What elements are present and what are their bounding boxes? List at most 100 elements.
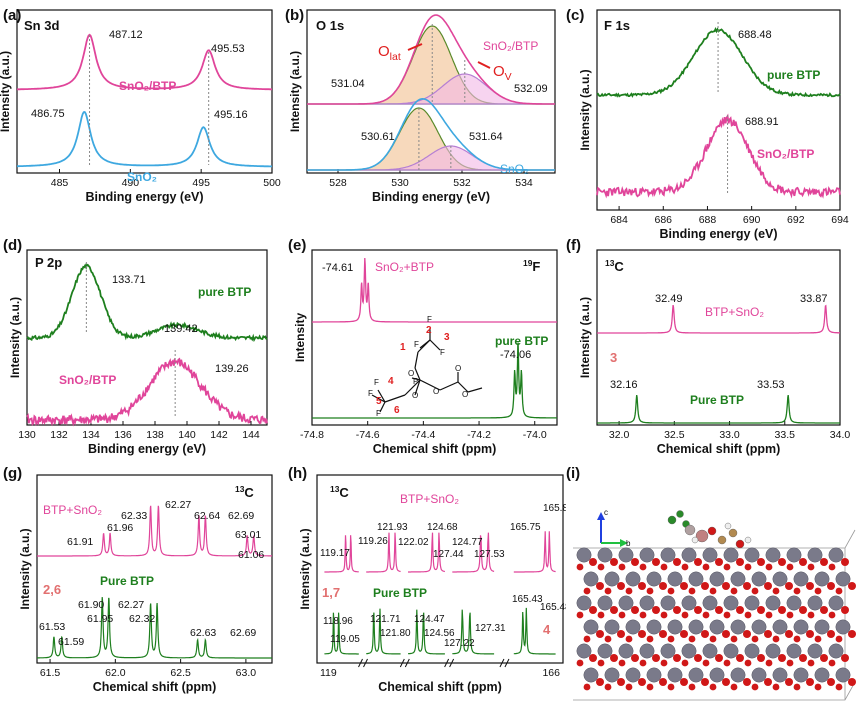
- oxygen-atom: [702, 611, 710, 619]
- oxygen-atom: [757, 558, 765, 566]
- oxygen-atom: [680, 630, 688, 638]
- tin-atom: [702, 547, 718, 563]
- tin-atom: [681, 547, 697, 563]
- oxygen-atom: [744, 611, 752, 619]
- oxygen-atom: [723, 563, 731, 571]
- peak-label: 124.68: [427, 522, 458, 533]
- tin-atom: [604, 667, 620, 683]
- panel-title-sup: 13: [235, 484, 245, 494]
- oxygen-atom: [673, 558, 681, 566]
- tin-atom: [576, 643, 592, 659]
- peak-label: 61.06: [238, 549, 264, 561]
- x-tick-label-b: 532: [453, 177, 471, 189]
- oxygen-atom: [597, 611, 605, 619]
- series-line-pure-btp: [597, 394, 840, 424]
- oxygen-atom: [793, 635, 801, 643]
- peak-label: 165.75: [510, 522, 541, 533]
- panel-label: (a): [3, 7, 21, 24]
- oxygen-atom: [835, 683, 843, 691]
- panel-label: (f): [566, 237, 581, 254]
- x-tick-label-b: 534: [515, 177, 533, 189]
- carbon-index: 2,6: [43, 582, 61, 597]
- tin-atom: [646, 667, 662, 683]
- oxygen-atom: [764, 630, 772, 638]
- oxygen-atom: [778, 654, 786, 662]
- x-tick-label-h: 166: [542, 667, 560, 679]
- panel-label: (h): [288, 465, 307, 482]
- oxygen-atom: [730, 683, 738, 691]
- x-tick-label-h: 119: [320, 667, 337, 679]
- tin-atom: [667, 619, 683, 635]
- tin-atom: [814, 571, 830, 587]
- oxygen-atom: [681, 659, 689, 667]
- peak-label: 61.95: [87, 613, 113, 625]
- tin-atom: [723, 547, 739, 563]
- peak-label: 165.48: [540, 602, 571, 613]
- y-axis-title-e: Intensity: [293, 313, 307, 363]
- x-axis-title-h: Chemical shift (ppm): [378, 680, 502, 694]
- tin-atom: [793, 667, 809, 683]
- tin-atom: [646, 571, 662, 587]
- bond: [419, 339, 431, 349]
- peak-label: 486.75: [31, 108, 65, 120]
- arrow-head-icon: [620, 539, 628, 547]
- oxygen-atom: [757, 606, 765, 614]
- panel-b: 528 530 532 534 Binding energy (eV) Intensity…: [285, 7, 556, 204]
- bond: [414, 379, 421, 396]
- axis-label-b: b: [626, 539, 631, 548]
- oxygen-atom: [841, 558, 849, 566]
- y-axis-title-f: Intensity (a.u.): [578, 297, 592, 378]
- peak-label: 62.69: [228, 510, 254, 522]
- oxygen-atom: [730, 635, 738, 643]
- tin-atom: [660, 595, 676, 611]
- atom-symbol: F: [440, 348, 445, 357]
- peak-label: 530.61: [361, 131, 395, 143]
- y-axis-title-g: Intensity (a.u.): [18, 528, 32, 609]
- bond: [411, 377, 421, 381]
- oxygen-atom: [688, 635, 696, 643]
- panel-title-main: C: [244, 485, 254, 500]
- molecule-atom: [707, 526, 717, 536]
- series-label: BTP+SnO₂: [705, 305, 764, 319]
- oxygen-atom: [765, 563, 773, 571]
- series-label: pure BTP: [767, 68, 820, 82]
- axis-break-mark: [499, 658, 510, 668]
- peak-label: 124.56: [424, 628, 455, 639]
- oxygen-atom: [799, 558, 807, 566]
- x-tick-label-e: -74.0: [523, 429, 547, 441]
- panel-f: 32.0 32.5 33.0 33.5 34.0 Chemical shift (ppm)…: [566, 237, 850, 456]
- oxygen-atom: [604, 683, 612, 691]
- x-tick-label-e: -74.2: [467, 429, 491, 441]
- oxygen-atom: [778, 606, 786, 614]
- tin-atom: [772, 571, 788, 587]
- oxygen-atom: [646, 635, 654, 643]
- oxygen-atom: [772, 683, 780, 691]
- peak-label: 124.77: [452, 537, 483, 548]
- peak-label: 118.96: [323, 616, 353, 627]
- panel-title-sup: 13: [605, 258, 615, 268]
- oxygen-atom: [765, 611, 773, 619]
- oxygen-atom: [827, 630, 835, 638]
- peak-label: 63.01: [235, 529, 261, 541]
- oxygen-atom: [793, 683, 801, 691]
- panel-title-sup: 19: [523, 258, 533, 268]
- series-fit-snO2: [307, 97, 555, 171]
- carbon-number: 2: [426, 325, 432, 336]
- carbon-index: 4: [543, 622, 551, 637]
- oxygen-atom: [618, 563, 626, 571]
- tin-atom: [625, 619, 641, 635]
- oxygen-atom: [652, 606, 660, 614]
- x-tick-label-e: -74.6: [356, 429, 380, 441]
- peak-label: 124.47: [414, 614, 445, 625]
- tin-atom: [604, 571, 620, 587]
- oxygen-atom: [680, 678, 688, 686]
- atom-symbol: F: [414, 340, 419, 349]
- tin-atom: [793, 619, 809, 635]
- series-label: pure BTP: [198, 285, 251, 299]
- peak-label: 531.04: [331, 78, 365, 90]
- oxygen-atom: [659, 630, 667, 638]
- y-axis-title-h: Intensity (a.u.): [298, 528, 312, 609]
- oxygen-atom: [715, 558, 723, 566]
- oxygen-atom: [638, 678, 646, 686]
- arrow-head-icon: [597, 512, 605, 520]
